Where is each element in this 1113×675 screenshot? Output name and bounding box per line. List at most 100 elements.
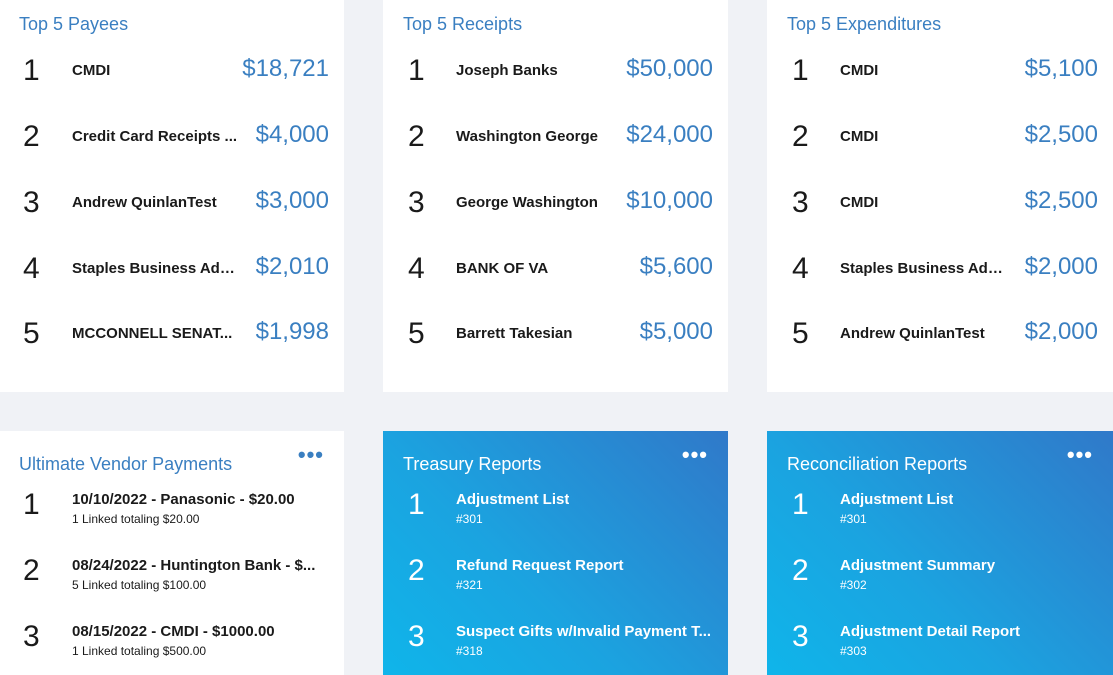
receipt-amount: $5,600: [639, 253, 713, 280]
rank-number: 5: [408, 317, 425, 350]
report-number: #301: [456, 512, 483, 526]
payment-linked-info: 1 Linked totaling $500.00: [72, 644, 207, 658]
report-number: #318: [456, 644, 483, 658]
receipt-name: BANK OF VA: [456, 260, 549, 277]
list-item[interactable]: 1 10/10/2022 - Panasonic - $20.00 1 Link…: [0, 488, 344, 531]
list-item[interactable]: 4 Staples Business Adv... $2,000: [767, 249, 1113, 289]
list-item[interactable]: 2 08/24/2022 - Huntington Bank - $... 5 …: [0, 554, 344, 597]
rank-number: 1: [408, 488, 425, 521]
rank-number: 2: [23, 120, 40, 153]
list-item[interactable]: 4 Staples Business Adv... $2,010: [0, 249, 344, 289]
payment-linked-info: 1 Linked totaling $20.00: [72, 512, 200, 526]
rank-number: 4: [408, 252, 425, 285]
receipt-name: George Washington: [456, 194, 598, 211]
list-item[interactable]: 1 CMDI $18,721: [0, 51, 344, 91]
rank-number: 3: [408, 186, 425, 219]
expenditure-name: CMDI: [840, 194, 879, 211]
payee-amount: $2,010: [255, 253, 329, 280]
list-item[interactable]: 3 George Washington $10,000: [383, 183, 728, 223]
payment-summary: 08/15/2022 - CMDI - $1000.00: [72, 623, 275, 640]
payee-name: Andrew QuinlanTest: [72, 194, 217, 211]
list-item[interactable]: 2 CMDI $2,500: [767, 117, 1113, 157]
report-name: Adjustment List: [840, 491, 954, 508]
treasury-reports-card: Treasury Reports ••• 1 Adjustment List #…: [383, 431, 728, 675]
expenditure-amount: $2,500: [1024, 187, 1098, 214]
payee-amount: $3,000: [255, 187, 329, 214]
list-item[interactable]: 5 MCCONNELL SENAT... $1,998: [0, 314, 344, 354]
payment-linked-info: 5 Linked totaling $100.00: [72, 578, 207, 592]
list-item[interactable]: 2 Washington George $24,000: [383, 117, 728, 157]
report-name: Adjustment Summary: [840, 557, 996, 574]
payee-amount: $18,721: [242, 55, 329, 82]
top-payees-card: Top 5 Payees 1 CMDI $18,721 2 Credit Car…: [0, 0, 344, 392]
payee-name: CMDI: [72, 62, 111, 79]
reconciliation-reports-card: Reconciliation Reports ••• 1 Adjustment …: [767, 431, 1113, 675]
rank-number: 1: [792, 488, 809, 521]
more-options-icon[interactable]: •••: [681, 442, 708, 467]
payee-amount: $1,998: [255, 318, 329, 345]
card-title: Treasury Reports: [403, 454, 542, 474]
rank-number: 1: [792, 54, 809, 87]
list-item[interactable]: 5 Andrew QuinlanTest $2,000: [767, 314, 1113, 354]
payment-summary: 10/10/2022 - Panasonic - $20.00: [72, 491, 295, 508]
rank-number: 2: [792, 120, 809, 153]
payee-name: MCCONNELL SENAT...: [72, 325, 233, 342]
payee-name: Credit Card Receipts ...: [72, 128, 238, 145]
rank-number: 2: [23, 554, 40, 587]
report-name: Adjustment List: [456, 491, 570, 508]
card-title: Reconciliation Reports: [787, 454, 968, 474]
rank-number: 3: [408, 620, 425, 653]
report-name: Refund Request Report: [456, 557, 624, 574]
vendor-payments-card: Ultimate Vendor Payments ••• 1 10/10/202…: [0, 431, 344, 675]
receipt-amount: $50,000: [626, 55, 713, 82]
expenditure-amount: $2,500: [1024, 121, 1098, 148]
report-number: #303: [840, 644, 867, 658]
more-options-icon[interactable]: •••: [297, 442, 324, 467]
receipt-amount: $10,000: [626, 187, 713, 214]
expenditure-name: CMDI: [840, 128, 879, 145]
rank-number: 5: [23, 317, 40, 350]
list-item[interactable]: 1 CMDI $5,100: [767, 51, 1113, 91]
rank-number: 4: [792, 252, 809, 285]
list-item[interactable]: 2 Credit Card Receipts ... $4,000: [0, 117, 344, 157]
list-item[interactable]: 3 08/15/2022 - CMDI - $1000.00 1 Linked …: [0, 620, 344, 663]
report-item[interactable]: 3 Adjustment Detail Report #303: [767, 620, 1113, 663]
rank-number: 1: [23, 488, 40, 521]
report-number: #301: [840, 512, 867, 526]
report-item[interactable]: 3 Suspect Gifts w/Invalid Payment T... #…: [383, 620, 728, 663]
report-name: Suspect Gifts w/Invalid Payment T...: [456, 623, 712, 640]
rank-number: 1: [23, 54, 40, 87]
card-title: Top 5 Receipts: [403, 14, 523, 34]
list-item[interactable]: 4 BANK OF VA $5,600: [383, 249, 728, 289]
payee-name: Staples Business Adv...: [72, 260, 238, 277]
report-item[interactable]: 2 Adjustment Summary #302: [767, 554, 1113, 597]
expenditure-name: Staples Business Adv...: [840, 260, 1006, 277]
expenditure-amount: $5,100: [1024, 55, 1098, 82]
list-item[interactable]: 5 Barrett Takesian $5,000: [383, 314, 728, 354]
list-item[interactable]: 3 CMDI $2,500: [767, 183, 1113, 223]
more-options-icon[interactable]: •••: [1066, 442, 1093, 467]
rank-number: 2: [408, 120, 425, 153]
receipt-name: Barrett Takesian: [456, 325, 573, 342]
report-item[interactable]: 1 Adjustment List #301: [383, 488, 728, 531]
report-number: #302: [840, 578, 867, 592]
receipt-amount: $24,000: [626, 121, 713, 148]
report-number: #321: [456, 578, 483, 592]
top-receipts-card: Top 5 Receipts 1 Joseph Banks $50,000 2 …: [383, 0, 728, 392]
list-item[interactable]: 1 Joseph Banks $50,000: [383, 51, 728, 91]
list-item[interactable]: 3 Andrew QuinlanTest $3,000: [0, 183, 344, 223]
rank-number: 4: [23, 252, 40, 285]
card-title: Ultimate Vendor Payments: [19, 454, 233, 474]
expenditure-amount: $2,000: [1024, 253, 1098, 280]
payment-summary: 08/24/2022 - Huntington Bank - $...: [72, 557, 316, 574]
top-expenditures-card: Top 5 Expenditures 1 CMDI $5,100 2 CMDI …: [767, 0, 1113, 392]
receipt-amount: $5,000: [639, 318, 713, 345]
receipt-name: Washington George: [456, 128, 598, 145]
expenditure-name: CMDI: [840, 62, 879, 79]
card-title: Top 5 Expenditures: [787, 14, 942, 34]
report-item[interactable]: 2 Refund Request Report #321: [383, 554, 728, 597]
card-title: Top 5 Payees: [19, 14, 129, 34]
expenditure-name: Andrew QuinlanTest: [840, 325, 985, 342]
report-item[interactable]: 1 Adjustment List #301: [767, 488, 1113, 531]
rank-number: 1: [408, 54, 425, 87]
